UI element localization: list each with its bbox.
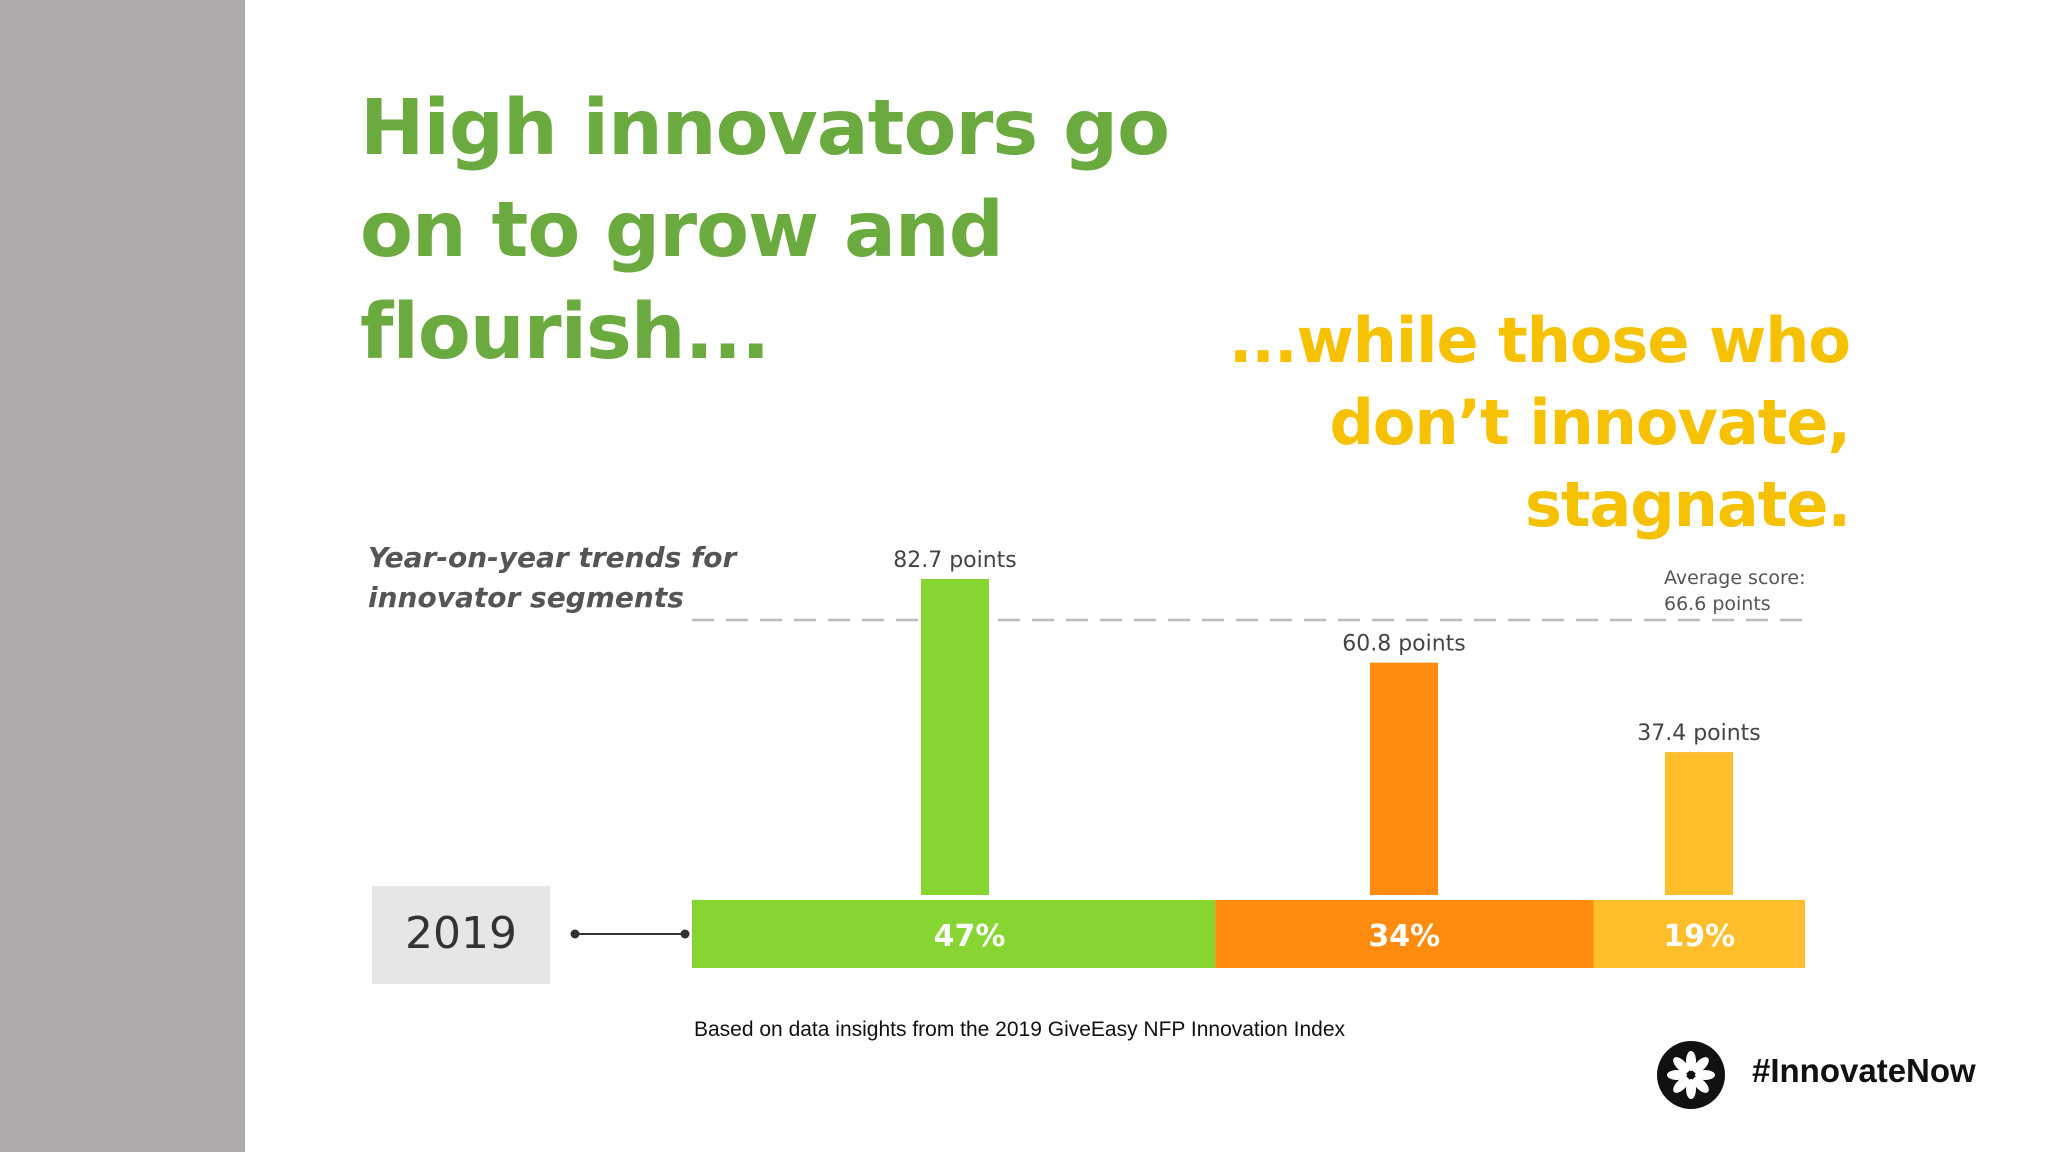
year-indicator: 2019 <box>372 886 690 984</box>
bar-0 <box>921 579 989 895</box>
flower-logo-icon <box>1657 1041 1725 1109</box>
headline-right: ...while those who don’t innovate, stagn… <box>1228 304 1851 541</box>
bar-label-2: 37.4 points <box>1637 721 1761 746</box>
share-label-1: 34% <box>1368 919 1440 954</box>
share-segment-0 <box>692 900 1216 968</box>
share-label-2: 19% <box>1663 919 1735 954</box>
share-segment-2 <box>1593 900 1805 968</box>
connector-dot-end <box>680 929 690 939</box>
average-label-line-0: Average score: <box>1664 567 1806 589</box>
bar-label-0: 82.7 points <box>893 548 1017 573</box>
bar-2 <box>1665 752 1733 895</box>
year-box <box>372 886 550 984</box>
year-label: 2019 <box>405 908 517 959</box>
connector-dot-start <box>570 929 580 939</box>
bar-label-1: 60.8 points <box>1342 632 1466 657</box>
average-label-line-1: 66.6 points <box>1664 593 1771 615</box>
headline-left: High innovators go on to grow and flouri… <box>360 84 1170 377</box>
chart-title-line-1: Year-on-year trends for <box>368 541 738 574</box>
share-label-0: 47% <box>934 919 1006 954</box>
chart-title-line-2: innovator segments <box>368 581 684 614</box>
share-segment-1 <box>1215 900 1594 968</box>
left-sidebar-band <box>0 0 245 1152</box>
chart-title: Year-on-year trends for innovator segmen… <box>368 541 738 614</box>
average-group: Average score: 66.6 points <box>692 567 1806 622</box>
bars-group: 82.7 points 60.8 points 37.4 points <box>893 548 1761 895</box>
bar-1 <box>1370 662 1438 895</box>
hashtag: #InnovateNow <box>1752 1052 1976 1089</box>
source-note: Based on data insights from the 2019 Giv… <box>694 1018 1345 1041</box>
share-segments: 47% 34% 19% <box>692 900 1805 968</box>
